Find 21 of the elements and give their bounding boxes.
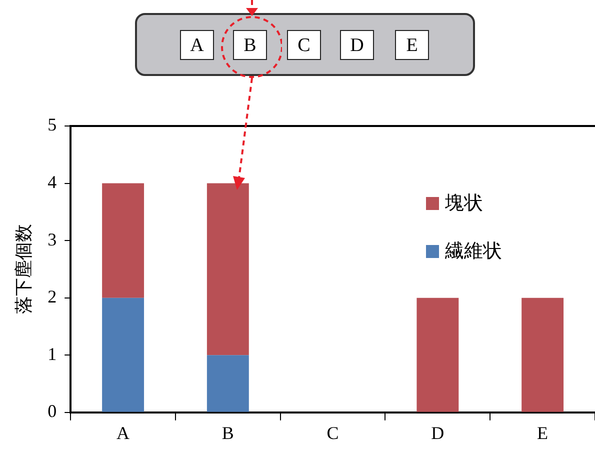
- bar: [206, 355, 249, 412]
- legend-label: 塊状: [445, 192, 483, 216]
- y-tick-label: 0: [48, 401, 57, 422]
- x-tick-label: C: [326, 422, 339, 443]
- x-tick-label: D: [431, 422, 444, 443]
- y-tick-label: 4: [48, 172, 57, 192]
- y-axis-title: 落下塵個数: [14, 224, 34, 314]
- legend-label: 繊維状: [445, 240, 502, 264]
- x-tick-label: B: [222, 422, 234, 443]
- y-tick-label: 5: [48, 114, 57, 135]
- bar: [102, 183, 144, 298]
- x-tick-label: A: [116, 422, 130, 443]
- bar: [416, 298, 459, 412]
- bar: [102, 298, 144, 412]
- y-tick-label: 3: [48, 229, 57, 250]
- bar: [206, 183, 249, 356]
- y-tick-label: 1: [48, 344, 57, 364]
- x-tick-label: E: [537, 422, 548, 443]
- y-tick-label: 2: [48, 286, 57, 307]
- panel-diagram: A B C D E: [135, 13, 475, 76]
- bar: [522, 298, 564, 412]
